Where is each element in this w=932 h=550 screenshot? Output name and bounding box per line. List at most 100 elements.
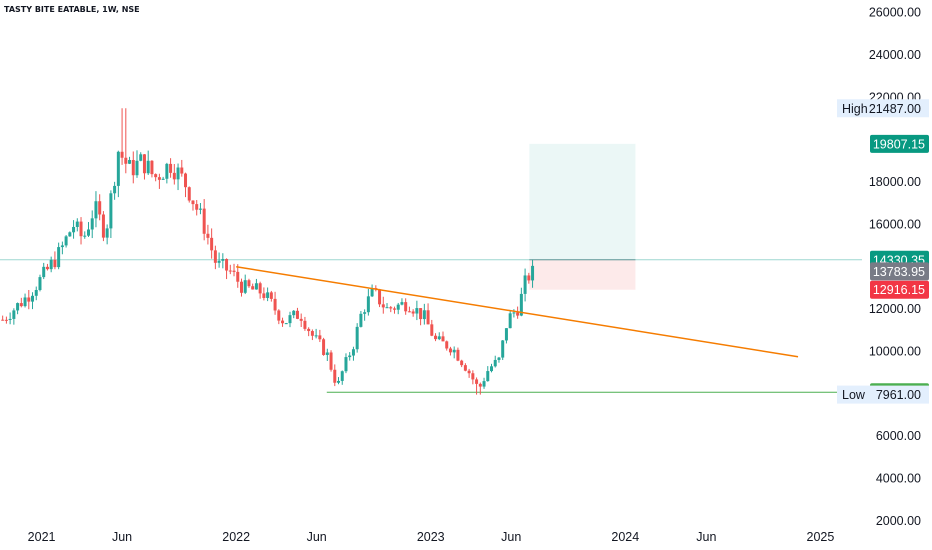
candle	[27, 289, 31, 310]
candle-body	[27, 297, 31, 302]
candle	[363, 309, 367, 321]
candle	[202, 199, 206, 241]
candle-body	[154, 174, 158, 178]
candle	[90, 210, 94, 239]
candle	[60, 241, 64, 255]
candle	[378, 288, 382, 308]
candle-body	[198, 208, 202, 210]
candle-body	[273, 298, 277, 311]
candle	[310, 329, 314, 341]
candle-body	[247, 280, 251, 287]
candle-body	[370, 288, 374, 297]
candle-body	[307, 328, 311, 332]
candle	[157, 173, 161, 189]
candle	[348, 352, 352, 361]
candle-body	[351, 349, 355, 356]
candle-body	[239, 281, 243, 293]
candle-body	[16, 303, 20, 311]
y-tick-label: 4000.00	[876, 471, 921, 485]
y-tick-label: 12000.00	[869, 302, 921, 316]
candle	[150, 160, 154, 178]
candle-body	[284, 323, 288, 325]
candle	[452, 346, 456, 359]
candle	[441, 331, 445, 342]
candle	[154, 173, 158, 182]
candle	[195, 200, 199, 216]
candle	[445, 340, 449, 351]
candle	[142, 154, 146, 180]
last-price-tag-bg	[870, 262, 929, 281]
x-tick-label: Jun	[112, 530, 132, 544]
candle	[404, 298, 408, 315]
candle	[396, 302, 400, 315]
candle	[262, 287, 266, 301]
candle-body	[236, 271, 240, 282]
x-tick-label: Jun	[501, 530, 521, 544]
candle	[430, 319, 434, 337]
candle-body	[124, 157, 128, 164]
stop-tag: 12916.15	[870, 280, 929, 299]
candle	[68, 231, 72, 237]
candle-body	[60, 245, 64, 248]
candle-body	[456, 349, 460, 361]
candle-body	[527, 275, 531, 281]
candle-body	[486, 371, 490, 382]
candle	[206, 224, 210, 245]
candle	[307, 327, 311, 337]
candle-body	[325, 352, 329, 355]
low-tag-label: Low	[842, 388, 866, 402]
candle	[180, 159, 184, 177]
candle	[314, 328, 318, 339]
candle	[86, 222, 90, 237]
plot-area[interactable]	[0, 108, 862, 395]
candle	[49, 256, 53, 273]
candle-body	[228, 270, 232, 272]
candle-body	[176, 167, 180, 180]
candle	[366, 288, 370, 316]
candle-body	[49, 259, 53, 270]
candle-body	[23, 297, 27, 307]
ticker-label: TASTY BITE EATABLE, 1W, NSE	[4, 5, 140, 14]
candle	[8, 312, 12, 325]
candle-body	[512, 312, 516, 314]
price-axis[interactable]: 26000.0024000.0022000.0018000.0016000.00…	[869, 6, 921, 528]
candle	[109, 190, 113, 238]
candle-body	[217, 260, 221, 263]
candle	[471, 370, 475, 385]
candle-body	[295, 310, 299, 319]
candle-body	[113, 185, 117, 194]
high-tag-value: 21487.00	[869, 102, 921, 116]
candle	[45, 263, 49, 271]
candle-body	[157, 177, 161, 180]
candle-body	[94, 201, 98, 219]
candle	[422, 303, 426, 325]
candle	[116, 150, 120, 198]
candle	[131, 151, 135, 184]
candle-body	[12, 310, 16, 319]
candle	[184, 172, 188, 198]
candle-body	[131, 160, 135, 176]
candle	[232, 263, 236, 277]
candle	[269, 290, 273, 302]
candle	[527, 272, 531, 284]
candle-body	[337, 380, 341, 383]
candle	[210, 228, 214, 259]
candle	[53, 251, 57, 270]
candle-body	[516, 312, 520, 316]
candle	[1, 315, 5, 321]
candle-body	[135, 160, 139, 176]
candle	[101, 211, 105, 242]
high-tag-label: High	[842, 102, 868, 116]
time-axis[interactable]: 2021 Jun 2022 Jun 2023 Jun 2024 Jun 2025	[28, 530, 835, 544]
candle	[295, 307, 299, 320]
candle	[64, 235, 68, 248]
candle-body	[355, 326, 359, 350]
trendline	[236, 266, 799, 358]
candle-body	[90, 218, 94, 230]
candle	[351, 346, 355, 361]
candle-body	[120, 151, 124, 158]
candle-body	[4, 319, 8, 321]
y-tick-label: 6000.00	[876, 429, 921, 443]
candle	[437, 332, 441, 341]
